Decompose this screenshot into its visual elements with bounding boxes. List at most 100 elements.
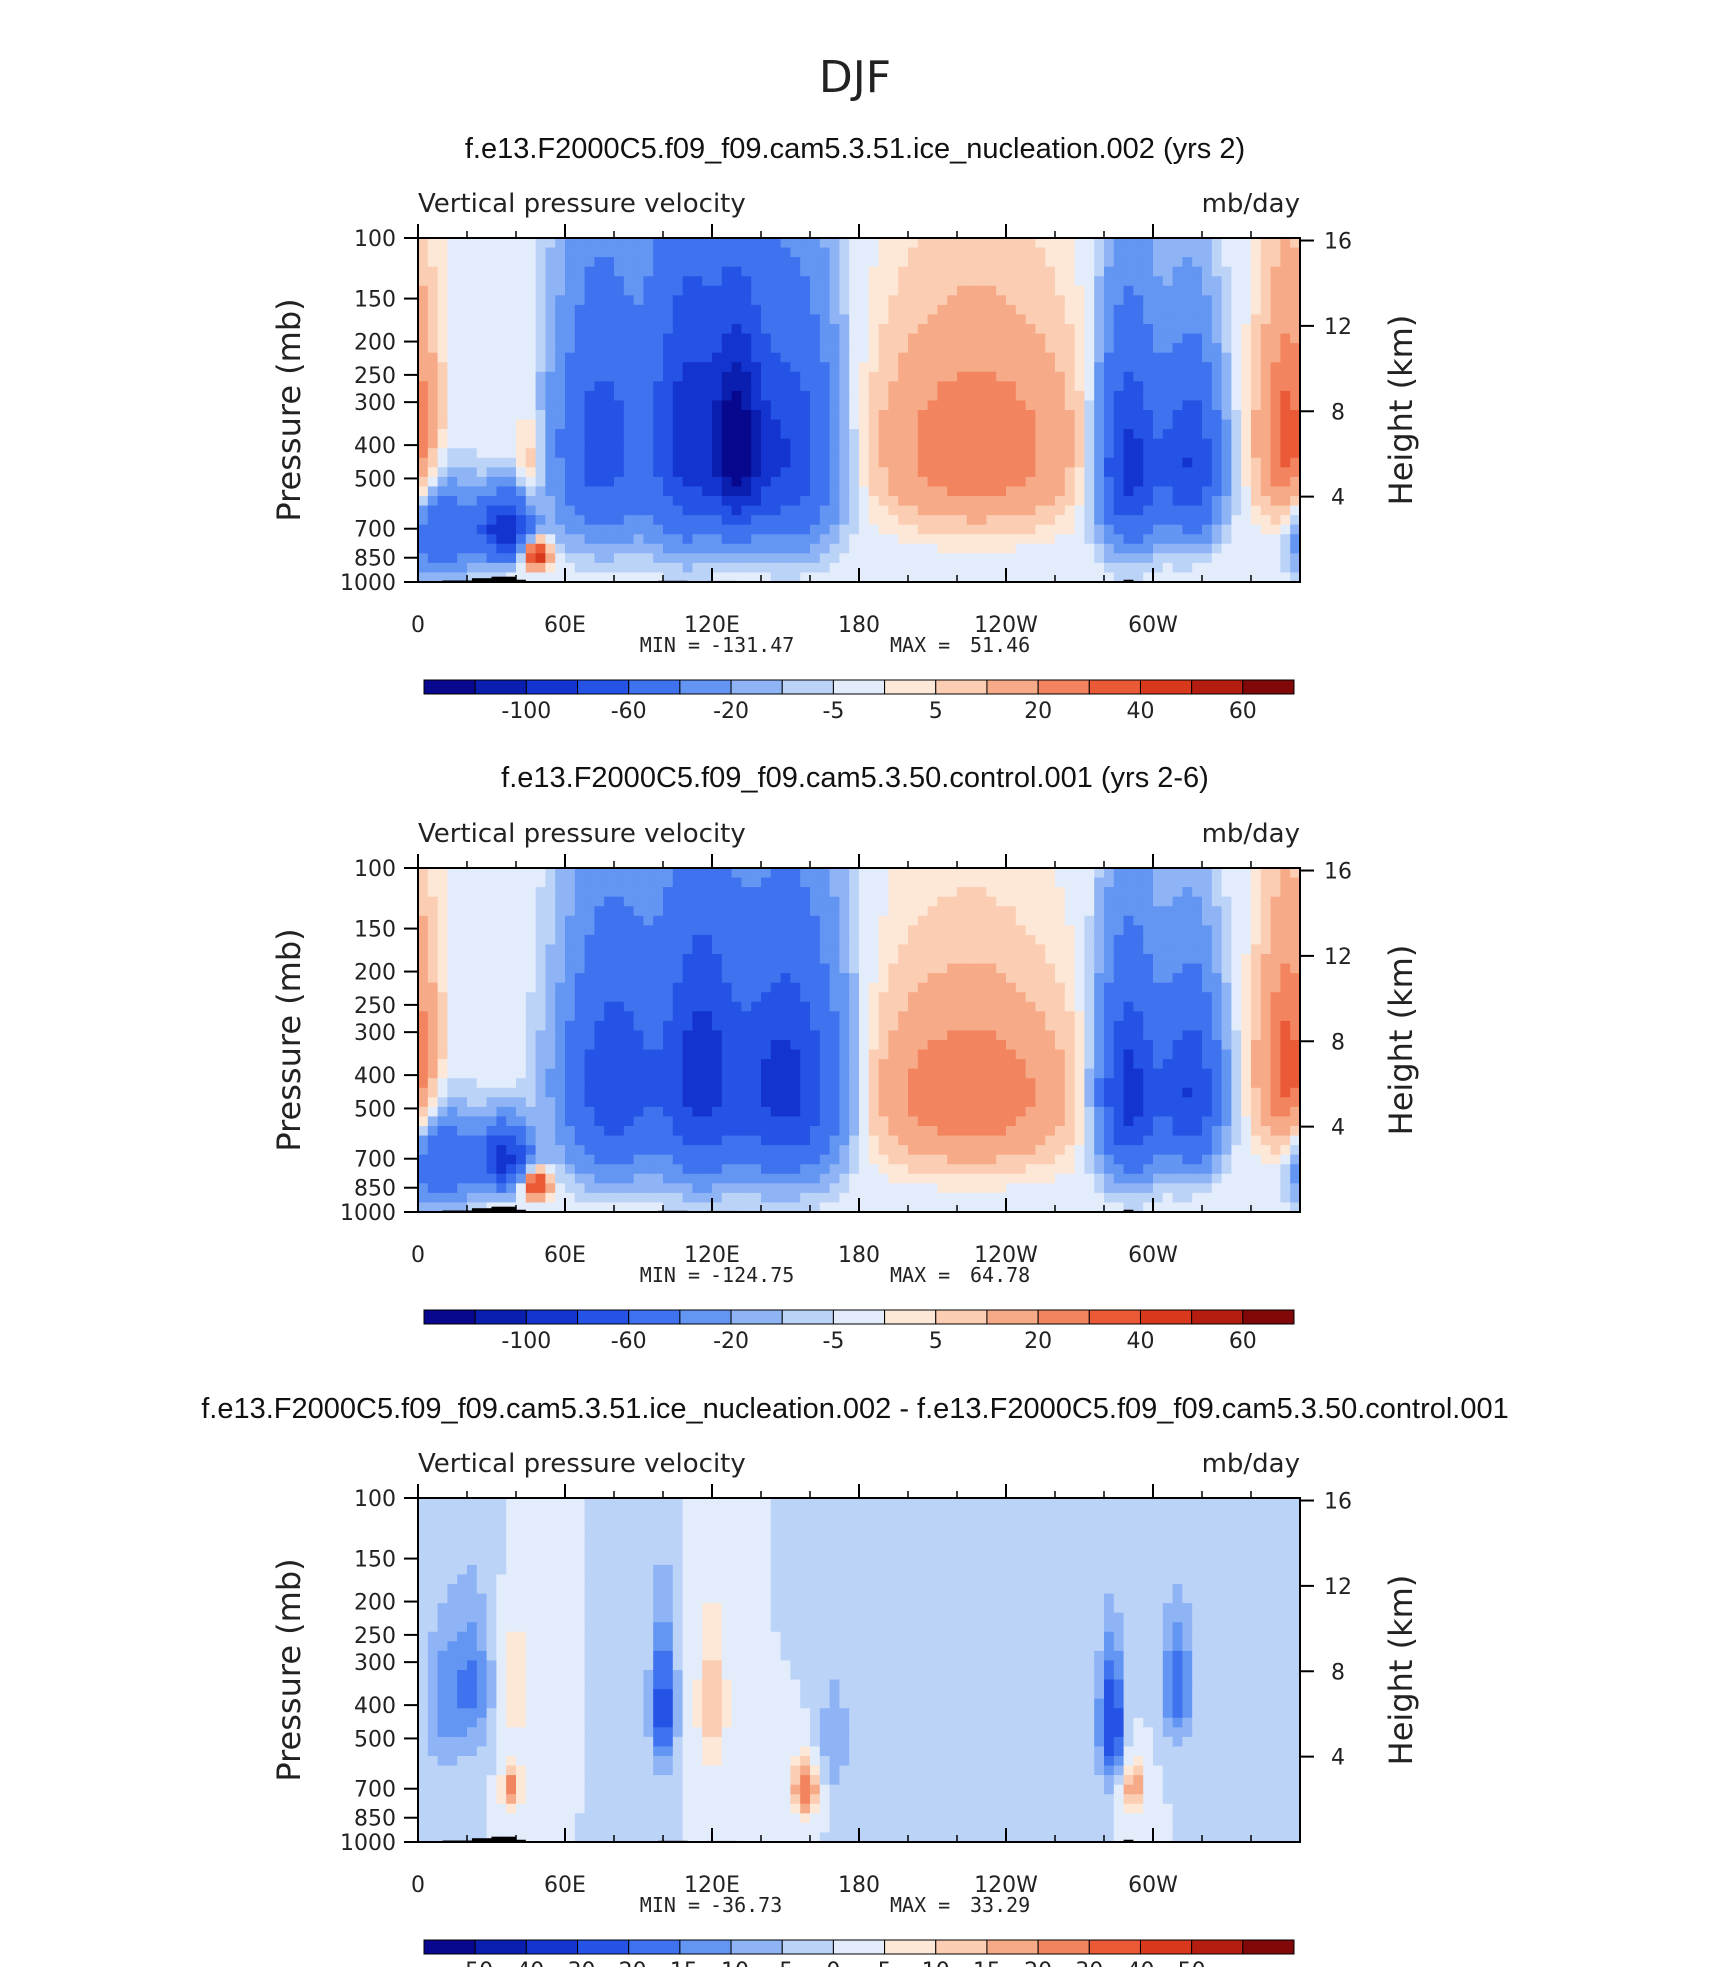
contour-cell <box>584 1154 595 1165</box>
contour-cell <box>761 304 772 316</box>
contour-cell <box>859 333 870 344</box>
contour-cell <box>1280 419 1291 430</box>
contour-cell <box>741 324 752 335</box>
contour-cell <box>447 505 458 516</box>
contour-cell <box>1143 362 1154 373</box>
contour-cell <box>457 247 468 258</box>
contour-cell <box>1094 448 1105 459</box>
contour-cell <box>917 524 929 535</box>
contour-cell <box>682 963 693 974</box>
contour-cell <box>1025 276 1036 287</box>
contour-cell <box>712 295 723 306</box>
contour-cell <box>1074 467 1085 478</box>
contour-cell <box>888 515 899 526</box>
contour-cell <box>476 1126 488 1137</box>
contour-cell <box>623 963 635 974</box>
contour-cell <box>957 257 968 268</box>
contour-cell <box>1025 486 1036 497</box>
contour-cell <box>692 333 703 344</box>
contour-cell <box>1290 381 1301 392</box>
contour-cell <box>908 304 919 316</box>
contour-cell <box>1006 543 1017 554</box>
contour-cell <box>927 553 938 564</box>
contour-cell <box>516 1192 527 1204</box>
contour-cell <box>839 333 850 344</box>
contour-cell <box>741 915 752 926</box>
contour-cell <box>1202 324 1213 335</box>
contour-cell <box>1172 476 1183 488</box>
contour-cell <box>476 1040 488 1051</box>
contour-cell <box>790 562 801 574</box>
contour-cell <box>1260 534 1272 545</box>
contour-cell <box>623 534 635 545</box>
contour-cell <box>1270 276 1281 287</box>
contour-cell <box>702 285 713 296</box>
contour-cell <box>849 476 860 488</box>
contour-cell <box>1221 400 1232 411</box>
contour-cell <box>878 390 889 402</box>
contour-cell <box>888 352 899 363</box>
contour-cell <box>516 572 527 583</box>
contour-cell <box>1172 314 1183 325</box>
contour-cell <box>457 1020 468 1032</box>
contour-cell <box>1162 285 1174 296</box>
contour-cell <box>555 944 566 955</box>
contour-cell <box>780 295 791 306</box>
contour-cell <box>653 419 664 430</box>
contour-cell <box>810 562 821 574</box>
contour-cell <box>810 1202 821 1213</box>
contour-cell <box>810 992 821 1003</box>
contour-cell <box>555 496 566 507</box>
contour-cell <box>829 314 840 325</box>
contour-cell <box>692 1164 703 1175</box>
contour-cell <box>1280 572 1291 583</box>
contour-cell <box>1104 515 1115 526</box>
contour-cell <box>682 410 693 421</box>
contour-cell <box>1035 295 1046 306</box>
contour-cell <box>721 973 733 984</box>
contour-cell <box>829 400 840 411</box>
contour-cell <box>800 896 811 907</box>
contour-cell <box>1202 257 1213 268</box>
contour-cell <box>1113 352 1125 363</box>
contour-cell <box>672 238 684 249</box>
contour-cell <box>692 572 703 583</box>
contour-cell <box>1241 410 1252 421</box>
contour-cell <box>1153 266 1164 277</box>
contour-cell <box>584 515 595 526</box>
contour-cell <box>927 266 938 277</box>
contour-cell <box>751 400 762 411</box>
contour-cell <box>574 1001 586 1012</box>
contour-cell <box>1290 285 1301 296</box>
contour-cell <box>496 992 507 1003</box>
contour-cell <box>761 352 772 363</box>
contour-cell <box>672 1173 684 1184</box>
contour-cell <box>721 925 733 936</box>
contour-cell <box>917 505 929 516</box>
contour-cell <box>810 515 821 526</box>
contour-cell <box>770 400 782 411</box>
contour-cell <box>1202 400 1213 411</box>
contour-cell <box>653 1068 664 1079</box>
contour-cell <box>868 352 880 363</box>
contour-cell <box>623 410 635 421</box>
contour-cell <box>535 247 546 258</box>
contour-cell <box>418 1192 429 1204</box>
contour-cell <box>721 963 733 974</box>
contour-cell <box>1133 534 1144 545</box>
contour-cell <box>555 304 566 316</box>
contour-cell <box>437 1059 448 1070</box>
contour-cell <box>957 352 968 363</box>
contour-cell <box>1104 314 1115 325</box>
contour-cell <box>702 314 713 325</box>
contour-cell <box>516 276 527 287</box>
contour-cell <box>800 934 811 946</box>
contour-cell <box>819 362 831 373</box>
contour-cell <box>741 553 752 564</box>
contour-cell <box>565 285 576 296</box>
contour-cell <box>859 429 870 440</box>
panel-2: f.e13.F2000C5.f09_f09.cam5.3.50.control.… <box>270 762 1420 1354</box>
contour-cell <box>1074 505 1085 516</box>
contour-cell <box>1260 333 1272 344</box>
contour-cell <box>1162 343 1174 354</box>
